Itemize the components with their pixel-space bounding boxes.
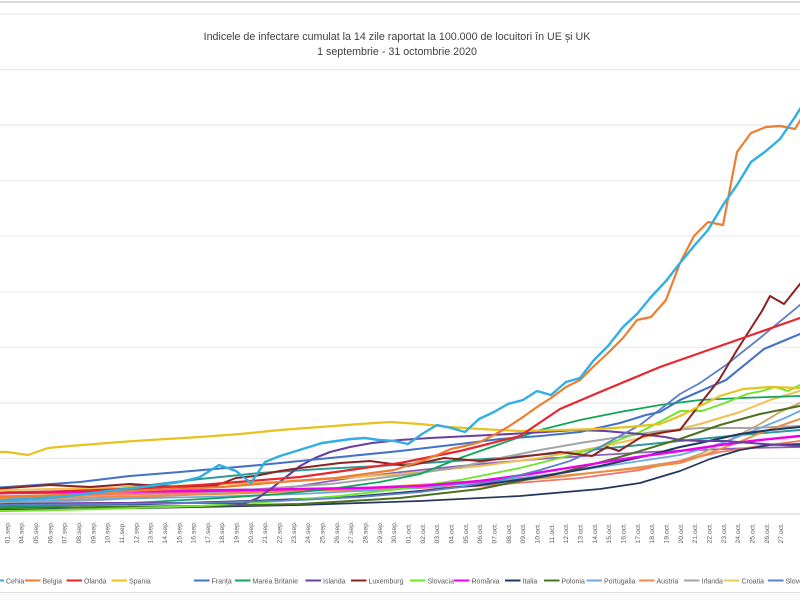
svg-text:13.sep.: 13.sep.	[148, 521, 155, 543]
svg-text:Spania: Spania	[129, 579, 151, 586]
svg-text:09.oct.: 09.oct.	[520, 523, 527, 544]
svg-text:13.oct.: 13.oct.	[578, 523, 585, 544]
svg-text:Croatia: Croatia	[742, 579, 765, 586]
svg-text:Polonia: Polonia	[562, 579, 585, 586]
svg-text:18.sep.: 18.sep.	[219, 521, 226, 543]
svg-text:06.oct.: 06.oct.	[477, 523, 484, 544]
svg-text:17.oct.: 17.oct.	[635, 523, 642, 544]
svg-text:Indicele de infectare cumulat: Indicele de infectare cumulat la 14 zile…	[204, 31, 592, 43]
svg-text:04.oct.: 04.oct.	[449, 523, 456, 544]
svg-text:04.sep.: 04.sep.	[19, 521, 26, 543]
svg-text:05.sep.: 05.sep.	[33, 521, 40, 543]
svg-text:16.oct.: 16.oct.	[621, 523, 628, 544]
svg-text:29.sep.: 29.sep.	[377, 521, 384, 543]
svg-text:01.sep.: 01.sep.	[4, 521, 11, 543]
svg-text:12.oct.: 12.oct.	[563, 523, 570, 544]
svg-text:Irlanda: Irlanda	[702, 579, 724, 586]
svg-text:Cehia: Cehia	[6, 579, 24, 586]
svg-text:22.oct.: 22.oct.	[707, 523, 714, 544]
svg-text:26.sep.: 26.sep.	[334, 521, 341, 543]
svg-text:07.oct.: 07.oct.	[492, 523, 499, 544]
svg-text:25.sep.: 25.sep.	[320, 521, 327, 543]
svg-text:23.oct.: 23.oct.	[721, 523, 728, 544]
svg-text:12.sep.: 12.sep.	[133, 521, 140, 543]
svg-text:24.oct.: 24.oct.	[735, 523, 742, 544]
svg-text:07.sep.: 07.sep.	[62, 521, 69, 543]
svg-text:16.sep.: 16.sep.	[191, 521, 198, 543]
svg-text:01.oct.: 01.oct.	[406, 523, 413, 544]
svg-text:Belgia: Belgia	[43, 579, 63, 586]
svg-text:06.sep.: 06.sep.	[47, 521, 54, 543]
svg-text:28.sep.: 28.sep.	[363, 521, 370, 543]
svg-text:15.oct.: 15.oct.	[606, 523, 613, 544]
svg-text:19.oct.: 19.oct.	[664, 523, 671, 544]
svg-text:18.oct.: 18.oct.	[649, 523, 656, 544]
svg-text:25.oct.: 25.oct.	[750, 523, 757, 544]
svg-text:08.oct.: 08.oct.	[506, 523, 513, 544]
svg-text:10.sep.: 10.sep.	[105, 521, 112, 543]
svg-text:Franța: Franța	[212, 579, 232, 586]
svg-text:08.sep.: 08.sep.	[76, 521, 83, 543]
svg-text:20.sep.: 20.sep.	[248, 521, 255, 543]
svg-text:21.oct.: 21.oct.	[692, 523, 699, 544]
svg-text:14.oct.: 14.oct.	[592, 523, 599, 544]
svg-text:26.oct.: 26.oct.	[764, 523, 771, 544]
svg-text:România: România	[472, 579, 500, 586]
svg-text:03.oct.: 03.oct.	[434, 523, 441, 544]
svg-text:Slovacia: Slovacia	[428, 579, 455, 586]
svg-text:20.oct.: 20.oct.	[678, 523, 685, 544]
svg-text:17.sep.: 17.sep.	[205, 521, 212, 543]
svg-text:02.oct.: 02.oct.	[420, 523, 427, 544]
svg-text:30.sep.: 30.sep.	[391, 521, 398, 543]
svg-text:Marea Britanie: Marea Britanie	[253, 579, 299, 586]
svg-text:14.sep.: 14.sep.	[162, 521, 169, 543]
svg-text:09.sep.: 09.sep.	[90, 521, 97, 543]
svg-text:27.oct.: 27.oct.	[778, 523, 785, 544]
svg-text:05.oct.: 05.oct.	[463, 523, 470, 544]
svg-text:Portugalia: Portugalia	[604, 579, 636, 586]
svg-text:15.sep.: 15.sep.	[176, 521, 183, 543]
svg-text:Islanda: Islanda	[323, 579, 346, 586]
svg-text:Luxemburg: Luxemburg	[369, 579, 404, 586]
svg-text:11.sep.: 11.sep.	[119, 522, 126, 544]
svg-text:Austria: Austria	[657, 579, 679, 586]
svg-text:Italia: Italia	[523, 579, 538, 586]
svg-text:11.oct.: 11.oct.	[549, 523, 556, 543]
svg-text:21.sep.: 21.sep.	[262, 521, 269, 543]
svg-text:1 septembrie - 31 octombrie 20: 1 septembrie - 31 octombrie 2020	[317, 46, 477, 58]
svg-text:22.sep.: 22.sep.	[277, 521, 284, 543]
svg-text:27.sep.: 27.sep.	[348, 521, 355, 543]
svg-text:23.sep.: 23.sep.	[291, 521, 298, 543]
svg-text:24.sep.: 24.sep.	[305, 521, 312, 543]
svg-text:Olanda: Olanda	[84, 579, 107, 586]
svg-text:19.sep.: 19.sep.	[234, 521, 241, 543]
svg-text:Slovenia: Slovenia	[786, 579, 800, 586]
svg-text:10.oct.: 10.oct.	[535, 523, 542, 544]
